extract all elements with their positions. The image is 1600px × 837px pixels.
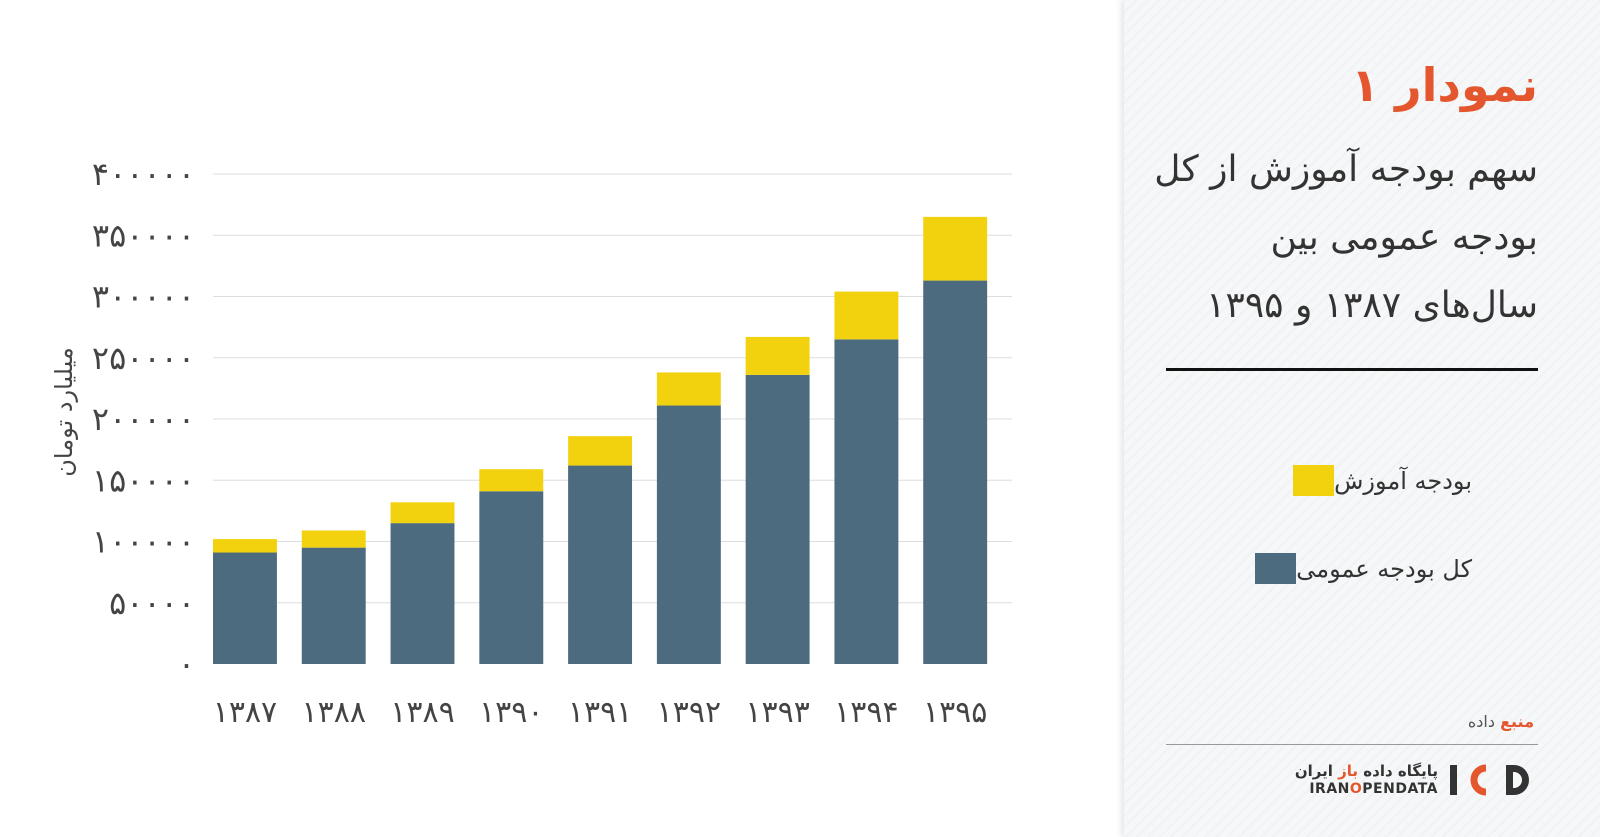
- y-tick-label: ۲۰۰۰۰۰: [92, 400, 195, 438]
- y-axis-label: میلیارد تومان: [50, 347, 78, 476]
- x-tick-label: ۱۳۸۸: [302, 695, 366, 730]
- y-tick-label: ۳۰۰۰۰۰: [92, 278, 195, 316]
- legend-label-education: بودجه آموزش: [1334, 466, 1472, 495]
- x-tick-label: ۱۳۹۳: [745, 695, 809, 730]
- x-tick-label: ۱۳۹۵: [923, 695, 987, 730]
- bar-general-budget: [923, 280, 988, 664]
- y-tick-label: ۲۵۰۰۰۰: [92, 339, 195, 377]
- bar-general-budget: [390, 523, 455, 664]
- bar-general-budget: [656, 405, 721, 664]
- y-tick-label: ۴۰۰۰۰۰: [92, 155, 195, 193]
- legend-label-general-budget: کل بودجه عمومی: [1296, 554, 1472, 583]
- chart-title: نمودار ۱: [1351, 58, 1538, 112]
- x-axis-ticks: ۱۳۸۷ ۱۳۸۸ ۱۳۸۹ ۱۳۹۰ ۱۳۹۱ ۱۳۹۲ ۱۳۹۳ ۱۳۹۴ ۱۳۹۵: [213, 695, 988, 730]
- y-tick-label: ۵۰۰۰۰: [109, 584, 195, 622]
- logo-persian-text: پایگاه داده باز ایران: [1294, 762, 1438, 780]
- logo-english-text: IRANOPENDATA: [1309, 781, 1438, 797]
- bar-education-budget: [479, 469, 544, 492]
- bar-general-budget: [568, 465, 633, 664]
- bar-education-budget: [568, 436, 633, 466]
- y-tick-label: ۱۵۰۰۰۰: [92, 461, 195, 499]
- bars: [213, 216, 988, 664]
- bar-education-budget: [213, 539, 277, 553]
- bar-education-budget: [301, 530, 366, 548]
- x-tick-label: ۱۳۹۰: [479, 695, 543, 730]
- x-tick-label: ۱۳۹۴: [834, 695, 898, 730]
- legend-item-education: بودجه آموزش: [1273, 465, 1472, 496]
- legend-swatch-general-budget: [1255, 553, 1297, 584]
- source-divider: [1166, 744, 1538, 745]
- x-tick-label: ۱۳۹۱: [568, 695, 632, 730]
- legend-swatch-education: [1293, 465, 1335, 496]
- chart-subtitle: سهم بودجه آموزش از کل بودجه عمومی بین سا…: [1154, 149, 1538, 326]
- bar-education-budget: [745, 336, 810, 375]
- bar-general-budget: [834, 339, 899, 664]
- source-prefix: منبع: [1500, 712, 1534, 731]
- legend-item-general-budget: کل بودجه عمومی: [1235, 553, 1472, 584]
- bar-education-budget: [834, 291, 899, 340]
- info-panel: نمودار ۱ سهم بودجه آموزش از کل بودجه عمو…: [1124, 0, 1600, 837]
- bar-general-budget: [301, 547, 366, 664]
- bar-education-budget: [923, 216, 988, 281]
- bar-general-budget: [213, 552, 277, 664]
- logo-text: پایگاه داده باز ایران IRANOPENDATA: [1295, 762, 1438, 798]
- iran-open-data-logo[interactable]: پایگاه داده باز ایران IRANOPENDATA: [1295, 762, 1538, 798]
- y-axis-ticks: ۰ ۵۰۰۰۰ ۱۰۰۰۰۰ ۱۵۰۰۰۰ ۲۰۰۰۰۰ ۲۵۰۰۰۰ ۳۰۰۰۰۰ ۳۵۰۰…: [92, 155, 195, 683]
- bar-education-budget: [390, 502, 455, 524]
- y-tick-label: ۰: [178, 645, 195, 683]
- title-divider: [1166, 368, 1538, 371]
- data-source: منبع داده: [1468, 712, 1534, 731]
- x-tick-label: ۱۳۸۷: [213, 695, 277, 730]
- y-tick-label: ۱۰۰۰۰۰: [92, 523, 195, 561]
- stacked-bar-chart: ۰ ۵۰۰۰۰ ۱۰۰۰۰۰ ۱۵۰۰۰۰ ۲۰۰۰۰۰ ۲۵۰۰۰۰ ۳۰۰۰۰۰ ۳۵۰۰…: [50, 155, 1012, 730]
- iod-logo-icon: [1450, 764, 1529, 796]
- x-tick-label: ۱۳۸۹: [390, 695, 454, 730]
- x-tick-label: ۱۳۹۲: [657, 695, 721, 730]
- y-tick-label: ۳۵۰۰۰۰: [92, 216, 195, 254]
- source-suffix: داده: [1467, 712, 1495, 731]
- bar-general-budget: [745, 374, 810, 664]
- bar-education-budget: [656, 372, 721, 406]
- bar-general-budget: [479, 491, 544, 664]
